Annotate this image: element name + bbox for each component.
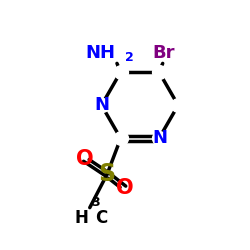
- Text: 2: 2: [125, 51, 134, 64]
- Text: N: N: [153, 130, 168, 148]
- Text: H: H: [75, 209, 88, 227]
- Text: NH: NH: [86, 44, 116, 62]
- Text: O: O: [116, 178, 133, 198]
- Text: C: C: [95, 209, 108, 227]
- Text: N: N: [94, 96, 109, 114]
- Text: Br: Br: [153, 44, 175, 62]
- Text: S: S: [98, 162, 116, 186]
- Text: O: O: [76, 150, 94, 170]
- Text: 3: 3: [92, 196, 100, 209]
